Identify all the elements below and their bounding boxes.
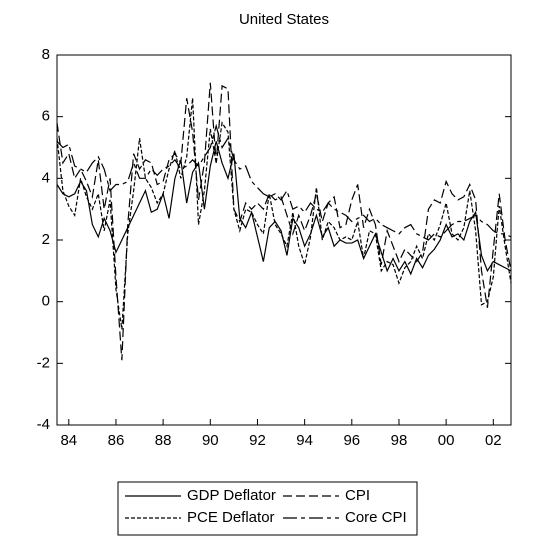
x-tick-label: 00: [438, 432, 455, 449]
x-tick-label: 96: [343, 432, 360, 449]
x-tick-label: 90: [202, 432, 219, 449]
legend-label: Core CPI: [345, 509, 407, 526]
y-tick-label: -4: [37, 416, 50, 433]
y-tick-label: 0: [42, 293, 50, 310]
y-tick-label: 8: [42, 46, 50, 63]
y-tick-label: 2: [42, 231, 50, 248]
x-tick-label: 98: [391, 432, 408, 449]
y-tick-label: -2: [37, 354, 50, 371]
x-tick-label: 84: [60, 432, 77, 449]
y-tick-label: 6: [42, 108, 50, 125]
plot-frame: [56, 54, 512, 426]
series-line: [56, 82, 512, 361]
legend-label: CPI: [345, 487, 370, 504]
y-tick-label: 4: [42, 169, 50, 186]
series-line: [56, 123, 512, 241]
x-tick-label: 94: [296, 432, 313, 449]
legend-label: GDP Deflator: [187, 487, 276, 504]
legend-label: PCE Deflator: [187, 509, 275, 526]
legend-box: [117, 481, 418, 536]
x-tick-label: 86: [108, 432, 125, 449]
series-line: [56, 98, 512, 330]
series-line: [56, 141, 512, 276]
chart-title: United States: [239, 11, 329, 28]
x-tick-label: 92: [249, 432, 266, 449]
x-tick-label: 88: [155, 432, 172, 449]
x-tick-label: 02: [485, 432, 502, 449]
